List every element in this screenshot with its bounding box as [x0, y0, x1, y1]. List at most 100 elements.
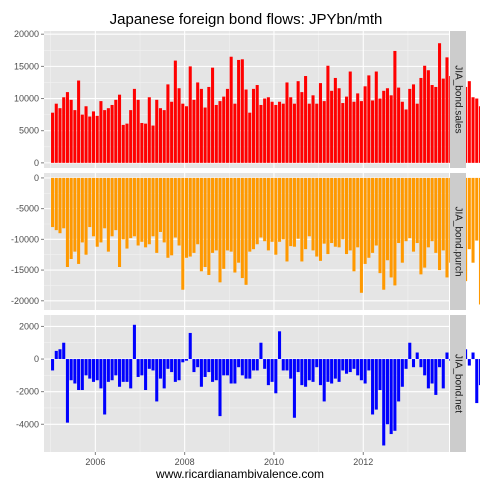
- bar: [274, 104, 278, 163]
- bar: [54, 177, 58, 231]
- chart-caption: www.ricardianambivalence.com: [155, 467, 324, 480]
- bar: [140, 359, 144, 376]
- bar: [475, 98, 479, 163]
- bar: [162, 110, 166, 163]
- bar: [315, 103, 319, 163]
- bar: [397, 87, 401, 163]
- bar: [423, 65, 427, 163]
- bar: [378, 177, 382, 274]
- bar: [248, 177, 252, 252]
- bar: [266, 177, 270, 251]
- bar: [330, 90, 334, 163]
- bar: [318, 359, 323, 386]
- bar: [363, 359, 367, 384]
- bar: [166, 177, 170, 258]
- bar: [225, 177, 229, 251]
- bar: [218, 101, 222, 163]
- bar: [229, 177, 233, 252]
- bar: [371, 359, 375, 415]
- bar: [106, 108, 110, 163]
- bar: [192, 99, 196, 163]
- bar: [240, 359, 244, 376]
- x-tick-label: 2008: [175, 457, 195, 467]
- bar: [315, 177, 319, 257]
- bar: [478, 359, 480, 386]
- bar: [318, 177, 323, 261]
- bar: [341, 103, 345, 163]
- bar: [129, 110, 133, 163]
- bar: [58, 108, 62, 163]
- bar: [359, 101, 363, 163]
- bar: [419, 359, 423, 368]
- bar: [281, 359, 285, 371]
- bar: [69, 99, 73, 163]
- bar: [151, 177, 155, 237]
- facet-label: JIA_bond.purch: [452, 206, 463, 276]
- bar: [155, 359, 159, 402]
- bar: [467, 359, 471, 366]
- bar: [88, 116, 92, 163]
- bar: [214, 359, 218, 381]
- bar: [408, 342, 412, 360]
- panel-JIA_bond.net: 2000 0 -2000 -4000 JIA_bond.net: [16, 315, 480, 452]
- bar: [445, 352, 449, 360]
- bar: [423, 359, 427, 376]
- bar: [248, 359, 252, 379]
- bar: [196, 359, 200, 368]
- bar: [118, 94, 122, 163]
- bar: [80, 177, 84, 243]
- bar: [389, 95, 393, 163]
- bar: [173, 60, 177, 163]
- bar: [99, 359, 103, 389]
- x-axis: 2006 2008 2010 2012: [85, 452, 373, 467]
- bar: [326, 177, 330, 255]
- bar: [211, 359, 215, 382]
- bar: [207, 86, 211, 163]
- bar: [322, 177, 326, 244]
- facet-label: JIA_bond.sales: [452, 65, 463, 133]
- bar: [255, 85, 259, 163]
- bar: [393, 177, 397, 286]
- bar: [281, 103, 285, 163]
- bar: [393, 359, 397, 431]
- bar: [222, 96, 226, 163]
- bar: [278, 177, 282, 242]
- bar: [54, 350, 58, 360]
- bar: [106, 177, 110, 252]
- bar: [397, 359, 401, 402]
- x-tick-label: 2006: [85, 457, 105, 467]
- bar: [315, 359, 319, 368]
- bar: [408, 177, 412, 239]
- facet-strip: [450, 173, 466, 310]
- bar: [237, 59, 241, 163]
- bar: [289, 97, 293, 163]
- bar: [359, 177, 363, 293]
- bar: [411, 177, 416, 252]
- bar: [218, 359, 222, 417]
- y-tick-label: -20000: [11, 296, 39, 306]
- y-tick-label: -5000: [16, 204, 39, 214]
- bar: [203, 359, 207, 377]
- bar: [65, 92, 69, 163]
- bar: [158, 359, 162, 379]
- bar: [304, 76, 308, 163]
- bar: [166, 359, 170, 369]
- panel-JIA_bond.purch: 0 -5000 -10000 -15000 -20000 JIA_bond.purch: [11, 173, 480, 310]
- bar: [400, 101, 404, 163]
- bar: [184, 359, 189, 361]
- bar: [103, 177, 107, 229]
- bar: [80, 114, 84, 163]
- bar: [244, 177, 248, 285]
- bar: [121, 359, 125, 382]
- bar: [91, 111, 96, 163]
- y-tick-label: -15000: [11, 265, 39, 275]
- bar: [356, 359, 360, 376]
- bar: [367, 359, 371, 371]
- bar: [378, 98, 382, 163]
- bar: [69, 177, 73, 260]
- bar: [438, 43, 442, 163]
- bar: [237, 359, 241, 368]
- bar: [136, 359, 140, 377]
- bar: [411, 84, 416, 163]
- bar: [400, 177, 404, 263]
